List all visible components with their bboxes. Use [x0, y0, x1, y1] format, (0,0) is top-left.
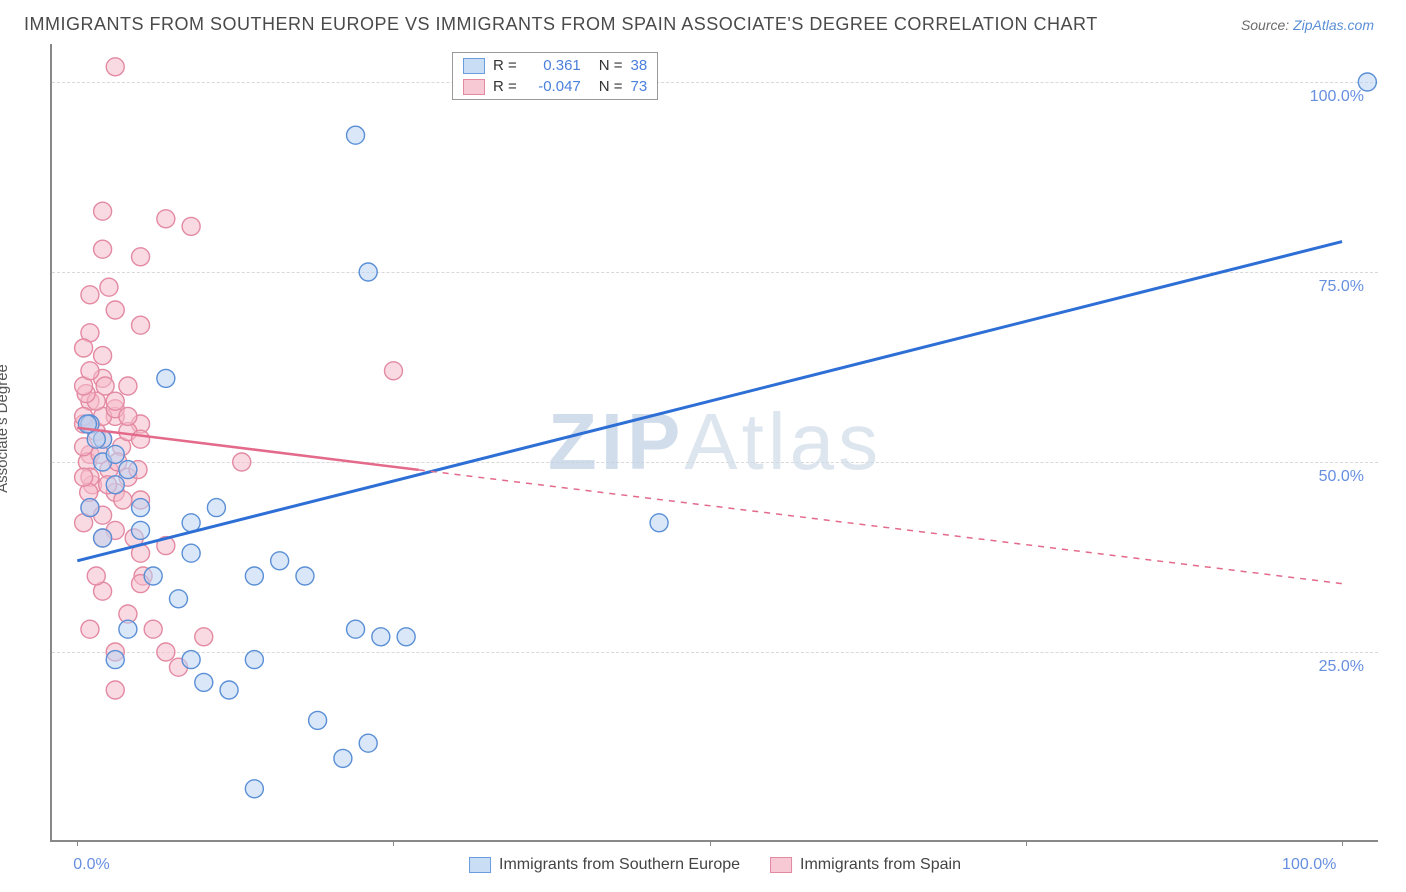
scatter-point: [182, 217, 200, 235]
legend-item-southern-europe: Immigrants from Southern Europe: [469, 856, 740, 874]
r-value: 0.361: [525, 57, 581, 74]
swatch: [463, 58, 485, 74]
scatter-point: [119, 377, 137, 395]
chart-title: IMMIGRANTS FROM SOUTHERN EUROPE VS IMMIG…: [24, 14, 1098, 35]
swatch: [770, 857, 792, 873]
scatter-point: [119, 620, 137, 638]
scatter-point: [245, 780, 263, 798]
trend-line-extrapolated: [419, 470, 1342, 584]
scatter-point: [81, 286, 99, 304]
r-value: -0.047: [525, 78, 581, 95]
x-tick-label: 0.0%: [73, 856, 109, 874]
legend-row-series2: R = -0.047 N = 73: [453, 76, 657, 97]
scatter-point: [157, 643, 175, 661]
scatter-point: [94, 529, 112, 547]
header: IMMIGRANTS FROM SOUTHERN EUROPE VS IMMIG…: [0, 0, 1406, 45]
y-tick-label: 75.0%: [1319, 278, 1364, 296]
scatter-point: [309, 711, 327, 729]
scatter-point: [119, 407, 137, 425]
scatter-point: [384, 362, 402, 380]
source: Source: ZipAtlas.com: [1241, 17, 1374, 33]
swatch: [463, 79, 485, 95]
scatter-point: [106, 58, 124, 76]
scatter-point: [75, 339, 93, 357]
scatter-point: [100, 278, 118, 296]
scatter-point: [195, 673, 213, 691]
x-tick-mark: [77, 840, 78, 846]
scatter-point: [359, 734, 377, 752]
chart-area: ZIPAtlas R = 0.361 N = 38 R = -0.047 N =…: [50, 44, 1378, 842]
scatter-point: [233, 453, 251, 471]
r-label: R =: [493, 78, 517, 95]
x-tick-mark: [1026, 840, 1027, 846]
scatter-point: [81, 620, 99, 638]
scatter-point: [94, 347, 112, 365]
x-tick-label: 100.0%: [1282, 856, 1336, 874]
scatter-point: [144, 620, 162, 638]
swatch: [469, 857, 491, 873]
scatter-point: [94, 202, 112, 220]
scatter-point: [106, 651, 124, 669]
scatter-point: [182, 544, 200, 562]
scatter-point: [296, 567, 314, 585]
scatter-point: [106, 445, 124, 463]
scatter-point: [132, 248, 150, 266]
y-tick-label: 100.0%: [1310, 88, 1364, 106]
scatter-point: [157, 369, 175, 387]
scatter-point: [106, 392, 124, 410]
n-label: N =: [599, 57, 623, 74]
legend-correlation: R = 0.361 N = 38 R = -0.047 N = 73: [452, 52, 658, 100]
scatter-point: [372, 628, 390, 646]
scatter-point: [397, 628, 415, 646]
scatter-point: [132, 430, 150, 448]
scatter-point: [132, 499, 150, 517]
scatter-point: [220, 681, 238, 699]
legend-label: Immigrants from Southern Europe: [499, 856, 740, 874]
scatter-point: [81, 499, 99, 517]
legend-item-spain: Immigrants from Spain: [770, 856, 961, 874]
x-tick-mark: [393, 840, 394, 846]
scatter-plot-svg: [52, 44, 1378, 840]
scatter-point: [106, 476, 124, 494]
scatter-point: [169, 590, 187, 608]
scatter-point: [347, 620, 365, 638]
source-link[interactable]: ZipAtlas.com: [1293, 17, 1374, 33]
scatter-point: [87, 567, 105, 585]
scatter-point: [144, 567, 162, 585]
scatter-point: [359, 263, 377, 281]
scatter-point: [132, 316, 150, 334]
scatter-point: [157, 210, 175, 228]
scatter-point: [271, 552, 289, 570]
legend-series: Immigrants from Southern Europe Immigran…: [469, 856, 961, 874]
scatter-point: [132, 521, 150, 539]
n-label: N =: [599, 78, 623, 95]
scatter-point: [195, 628, 213, 646]
x-tick-mark: [1342, 840, 1343, 846]
scatter-point: [119, 461, 137, 479]
y-tick-label: 25.0%: [1319, 658, 1364, 676]
trend-line: [77, 242, 1342, 561]
scatter-point: [94, 240, 112, 258]
source-label: Source:: [1241, 17, 1289, 33]
scatter-point: [347, 126, 365, 144]
scatter-point: [75, 468, 93, 486]
legend-label: Immigrants from Spain: [800, 856, 961, 874]
x-tick-mark: [710, 840, 711, 846]
scatter-point: [207, 499, 225, 517]
y-axis-label: Associate's Degree: [0, 364, 11, 493]
n-value: 73: [631, 78, 648, 95]
scatter-point: [182, 651, 200, 669]
scatter-point: [245, 651, 263, 669]
y-axis-label-wrap: Associate's Degree: [8, 300, 28, 560]
scatter-point: [245, 567, 263, 585]
scatter-point: [106, 301, 124, 319]
n-value: 38: [631, 57, 648, 74]
scatter-point: [106, 681, 124, 699]
scatter-point: [334, 749, 352, 767]
r-label: R =: [493, 57, 517, 74]
y-tick-label: 50.0%: [1319, 468, 1364, 486]
legend-row-series1: R = 0.361 N = 38: [453, 55, 657, 76]
scatter-point: [650, 514, 668, 532]
scatter-point: [81, 362, 99, 380]
